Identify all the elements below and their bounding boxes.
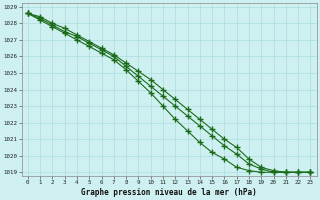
X-axis label: Graphe pression niveau de la mer (hPa): Graphe pression niveau de la mer (hPa) [81, 188, 257, 197]
